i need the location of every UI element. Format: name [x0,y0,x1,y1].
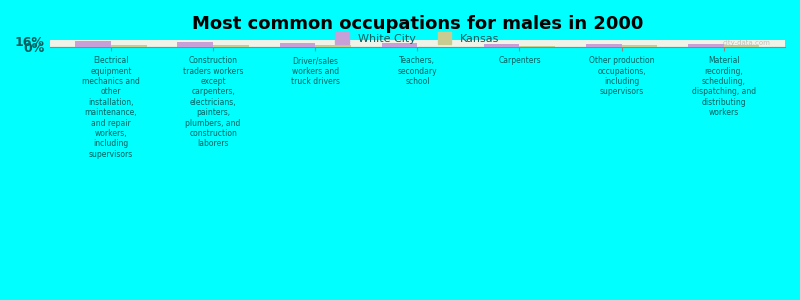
Bar [622,45,658,47]
Title: Most common occupations for males in 2000: Most common occupations for males in 200… [192,15,643,33]
Bar [315,45,351,47]
Bar [178,42,213,47]
Bar [382,43,418,47]
Bar [688,44,724,47]
Bar [724,45,759,47]
Bar [279,43,315,47]
Bar [586,44,622,47]
Bar [484,44,519,47]
Bar [213,45,249,47]
Text: city-data.com: city-data.com [722,40,770,46]
Bar [75,41,111,47]
Bar [111,45,146,47]
Bar [519,46,555,47]
Legend: White City, Kansas: White City, Kansas [331,28,504,48]
